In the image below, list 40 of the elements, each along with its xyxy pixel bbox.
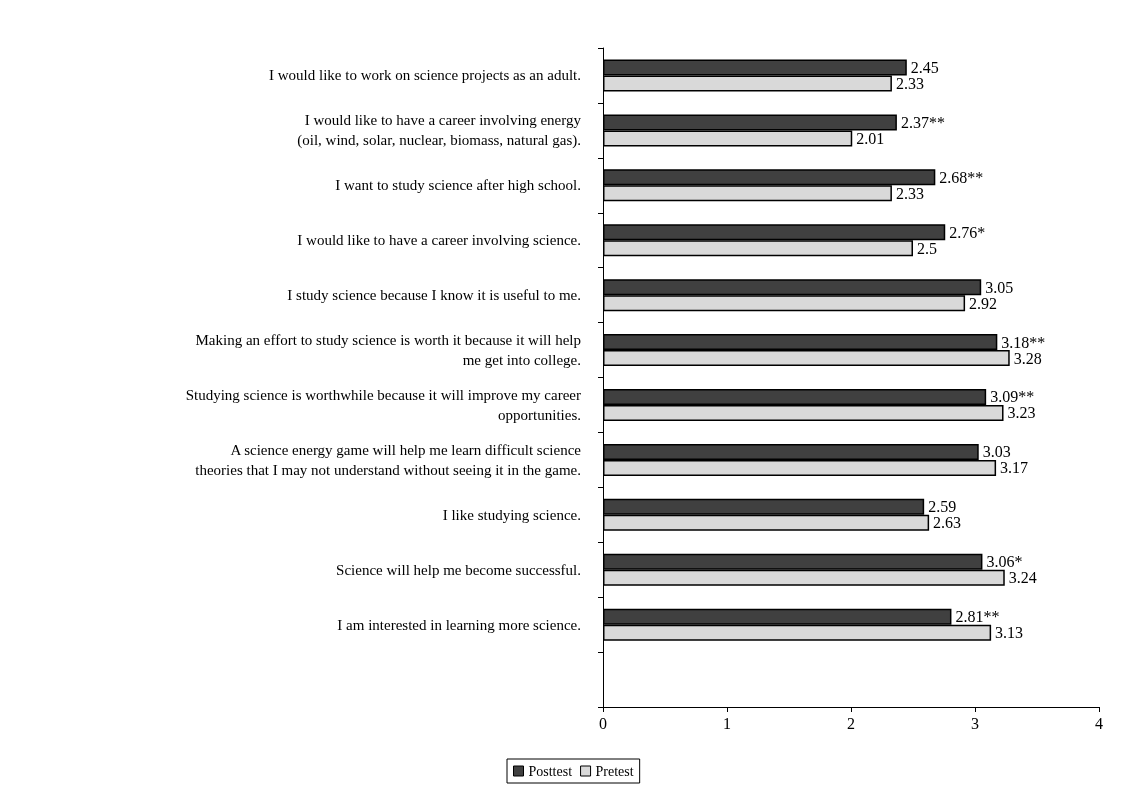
- y-tick-label: I am interested in learning more science.: [337, 616, 581, 633]
- x-tick-label: 1: [723, 714, 731, 732]
- y-tick-label: Science will help me become successful.: [336, 561, 581, 578]
- data-label: 3.06*: [986, 553, 1023, 571]
- y-tick-label: Studying science is worthwhile because it will improve my career opportunities.: [185, 386, 581, 423]
- data-label: 2.37**: [900, 113, 945, 131]
- data-label: 3.13: [995, 624, 1024, 642]
- data-label: 2.92: [969, 294, 998, 312]
- y-tick-label: A science energy game will help me learn difficult science theories that I may not understand without seeing it in the game.: [195, 441, 582, 478]
- legend-label: Pretest: [595, 763, 634, 779]
- x-tick-label: 0: [599, 714, 607, 732]
- data-label: 2.5: [917, 239, 937, 257]
- data-label: 3.03: [982, 443, 1011, 461]
- y-tick-label: I would like to have a career involving energy (oil, wind, solar, nuclear, biomass, natural gas).: [297, 112, 582, 150]
- data-label: 3.28: [1013, 349, 1042, 367]
- legend-label: Posttest: [528, 763, 573, 779]
- y-tick-label: Making an effort to study science is worth it because it will help me get into college.: [195, 332, 581, 369]
- data-label: 2.45: [910, 58, 939, 76]
- data-label: 3.18**: [1001, 333, 1046, 351]
- data-label: 3.09**: [990, 388, 1035, 406]
- data-label: 2.81**: [955, 608, 1000, 626]
- y-tick-label: I would like to have a career involving science.: [297, 232, 581, 249]
- y-tick-label: I want to study science after high school.: [335, 177, 581, 194]
- x-tick-label: 3: [971, 714, 979, 732]
- data-label: 3.23: [1007, 404, 1036, 422]
- data-label: 2.76*: [949, 223, 986, 241]
- data-label: 2.33: [895, 184, 924, 202]
- y-tick-label: I study science because I know it is useful to me.: [287, 287, 581, 304]
- data-label: 3.24: [1008, 569, 1037, 587]
- x-tick-label: 4: [1095, 714, 1103, 732]
- data-label: 2.63: [933, 514, 962, 532]
- y-tick-label: I would like to work on science projects as an adult.: [269, 67, 581, 84]
- data-label: 2.68**: [939, 168, 984, 186]
- data-label: 2.01: [856, 129, 885, 147]
- data-label: 3.17: [1000, 459, 1029, 477]
- x-tick-label: 2: [847, 714, 855, 732]
- data-label: 3.05: [985, 278, 1014, 296]
- data-label: 2.33: [895, 74, 924, 92]
- data-label: 2.59: [928, 498, 957, 516]
- y-tick-label: I like studying science.: [442, 506, 581, 523]
